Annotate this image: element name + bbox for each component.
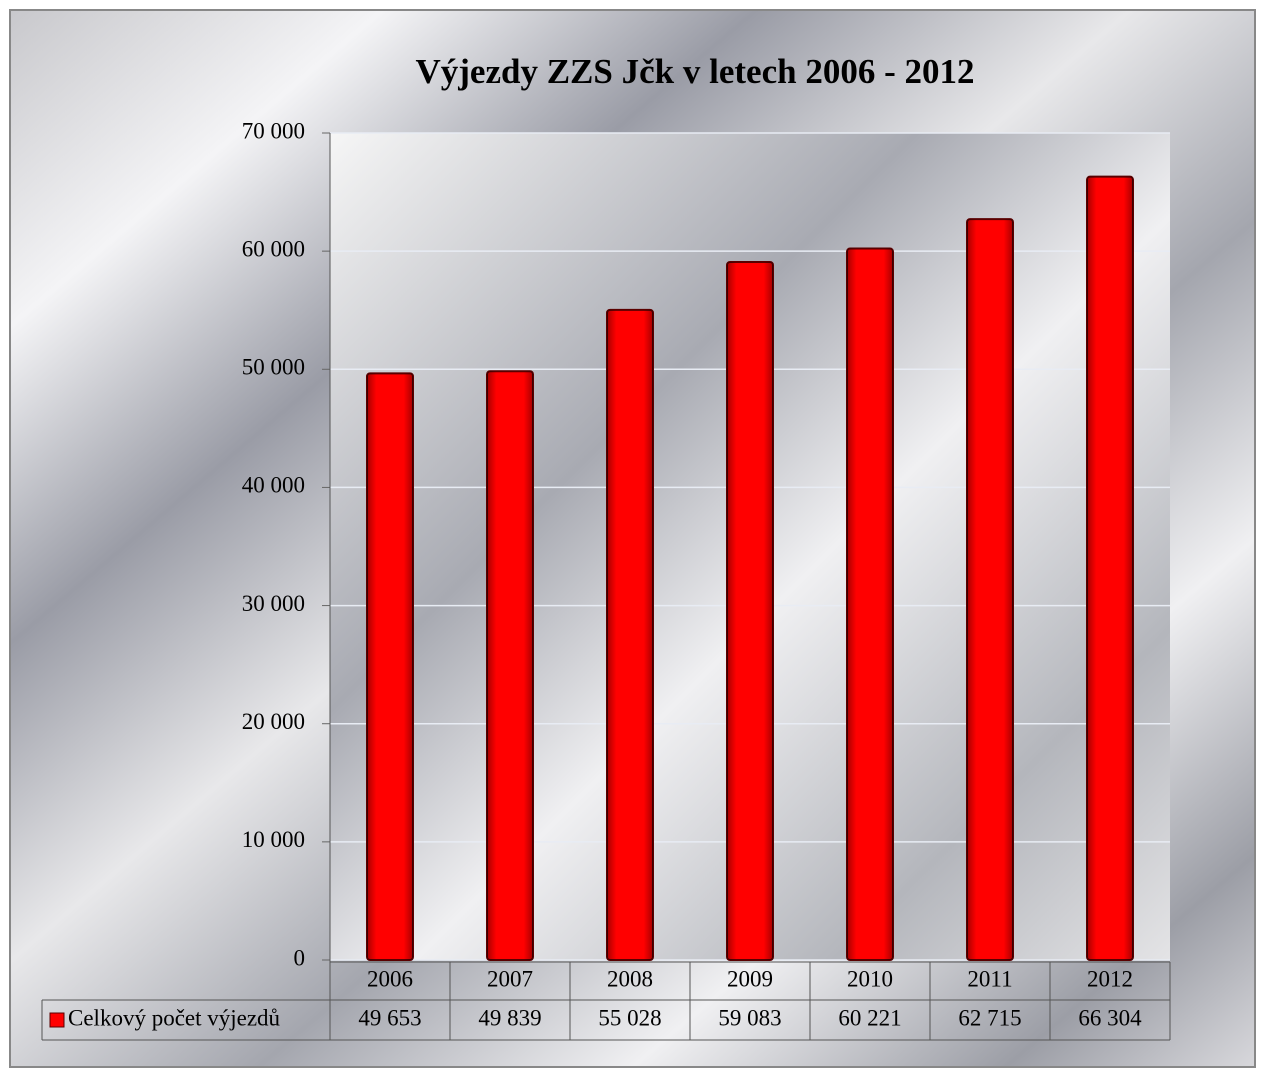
x-tick-label: 2009 — [727, 966, 773, 991]
table-value: 59 083 — [718, 1005, 781, 1030]
x-tick-label: 2010 — [847, 966, 893, 991]
x-tick-label: 2006 — [367, 966, 413, 991]
bar — [726, 260, 774, 961]
y-tick-label: 30 000 — [242, 591, 305, 616]
table-value: 62 715 — [958, 1005, 1021, 1030]
y-tick-label: 20 000 — [242, 709, 305, 734]
bar — [606, 308, 654, 961]
table-value: 49 653 — [358, 1005, 421, 1030]
x-tick-label: 2012 — [1087, 966, 1133, 991]
y-tick-label: 40 000 — [242, 473, 305, 498]
x-tick-label: 2008 — [607, 966, 653, 991]
x-tick-label: 2007 — [487, 966, 533, 991]
table-value: 60 221 — [838, 1005, 901, 1030]
legend-swatch — [49, 1012, 65, 1028]
y-tick-label: 70 000 — [242, 118, 305, 143]
bar — [1086, 175, 1134, 962]
bar — [846, 247, 894, 961]
table-value: 49 839 — [478, 1005, 541, 1030]
bar — [486, 370, 534, 961]
x-tick-label: 2011 — [967, 966, 1012, 991]
chart-title: Výjezdy ZZS Jčk v letech 2006 - 2012 — [416, 52, 975, 91]
bar — [366, 372, 414, 962]
y-tick-label: 0 — [294, 945, 306, 970]
table-value: 55 028 — [598, 1005, 661, 1030]
y-tick-label: 60 000 — [242, 236, 305, 261]
y-tick-label: 10 000 — [242, 827, 305, 852]
legend-label: Celkový počet výjezdů — [68, 1005, 281, 1030]
y-tick-label: 50 000 — [242, 355, 305, 380]
table-value: 66 304 — [1078, 1005, 1142, 1030]
bar — [966, 218, 1014, 961]
